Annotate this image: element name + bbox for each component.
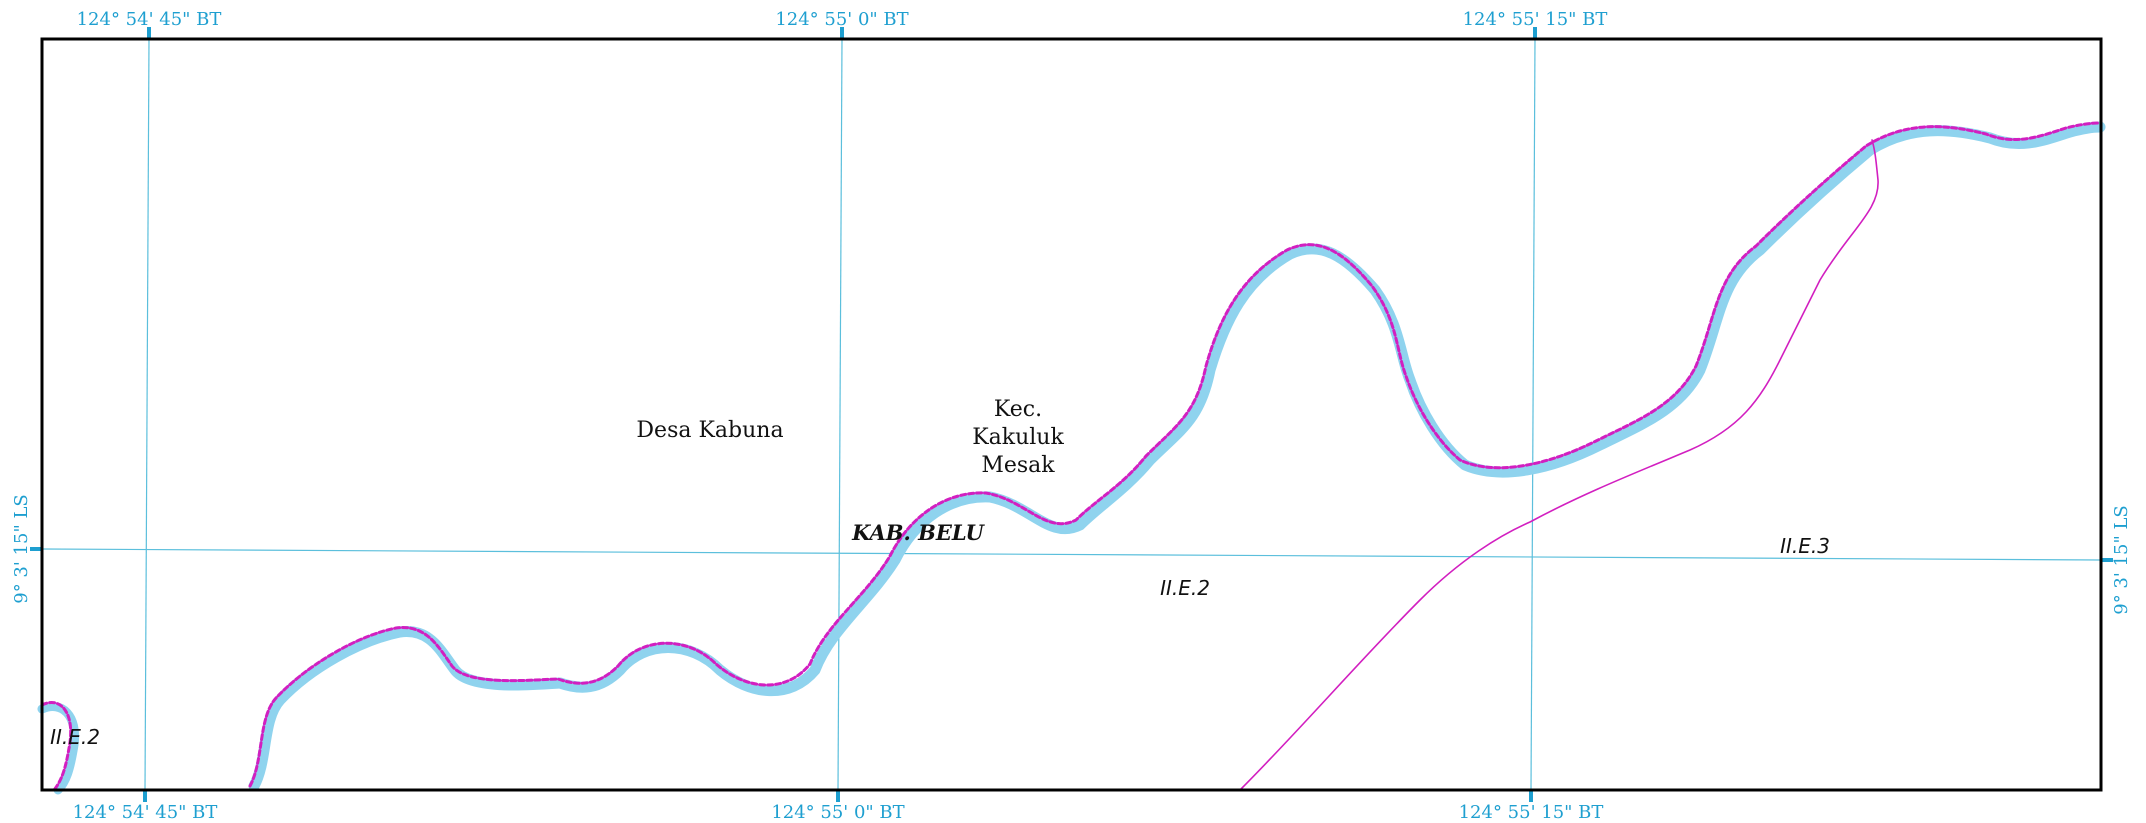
meridian-124-55-15 (1530, 38, 1536, 791)
area-code-labels: II.E.2 II.E.2 II.E.3 (50, 534, 1830, 749)
top-label-124-54-45: 124° 54' 45" BT (77, 9, 222, 30)
top-coordinate-labels: 124° 54' 45" BT 124° 55' 0" BT 124° 55' … (77, 9, 1608, 30)
river (37, 121, 2106, 795)
boundary-desa (1239, 139, 1879, 791)
meridian-124-54-45 (144, 38, 150, 791)
meridian-124-55-00 (837, 38, 843, 791)
label-kec-line1: Kec. (994, 397, 1042, 422)
label-desa-kabuna: Desa Kabuna (636, 418, 783, 443)
bottom-label-124-55-15: 124° 55' 15" BT (1459, 802, 1604, 823)
label-kec-line3: Mesak (981, 453, 1055, 478)
map-frame (40, 37, 2103, 792)
graticule-ticks (30, 27, 2113, 802)
bottom-label-124-54-45: 124° 54' 45" BT (73, 802, 218, 823)
river-main (248, 121, 2106, 792)
top-label-124-55-00: 124° 55' 0" BT (775, 9, 908, 30)
boundary-kab-belu (248, 121, 2102, 788)
label-kab-belu: KAB. BELU (851, 520, 985, 545)
code-right-II-E-3: II.E.3 (1780, 534, 1830, 558)
graticule (41, 38, 2102, 791)
label-kec-line2: Kakuluk (972, 425, 1064, 450)
place-labels: Desa Kabuna Kec. Kakuluk Mesak KAB. BELU (636, 397, 1064, 545)
boundary-left-stub (40, 701, 73, 792)
parallel-9-3-15 (41, 548, 2102, 561)
bottom-coordinate-labels: 124° 54' 45" BT 124° 55' 0" BT 124° 55' … (73, 802, 1604, 823)
admin-boundary (40, 121, 2102, 792)
code-center-II-E-2: II.E.2 (1160, 576, 1210, 600)
river-left-stub (37, 702, 80, 795)
left-label-9-3-15: 9° 3' 15" LS (11, 494, 32, 604)
code-left-II-E-2: II.E.2 (50, 725, 100, 749)
top-label-124-55-15: 124° 55' 15" BT (1463, 9, 1608, 30)
bottom-label-124-55-00: 124° 55' 0" BT (771, 802, 904, 823)
right-label-9-3-15: 9° 3' 15" LS (2111, 505, 2132, 615)
